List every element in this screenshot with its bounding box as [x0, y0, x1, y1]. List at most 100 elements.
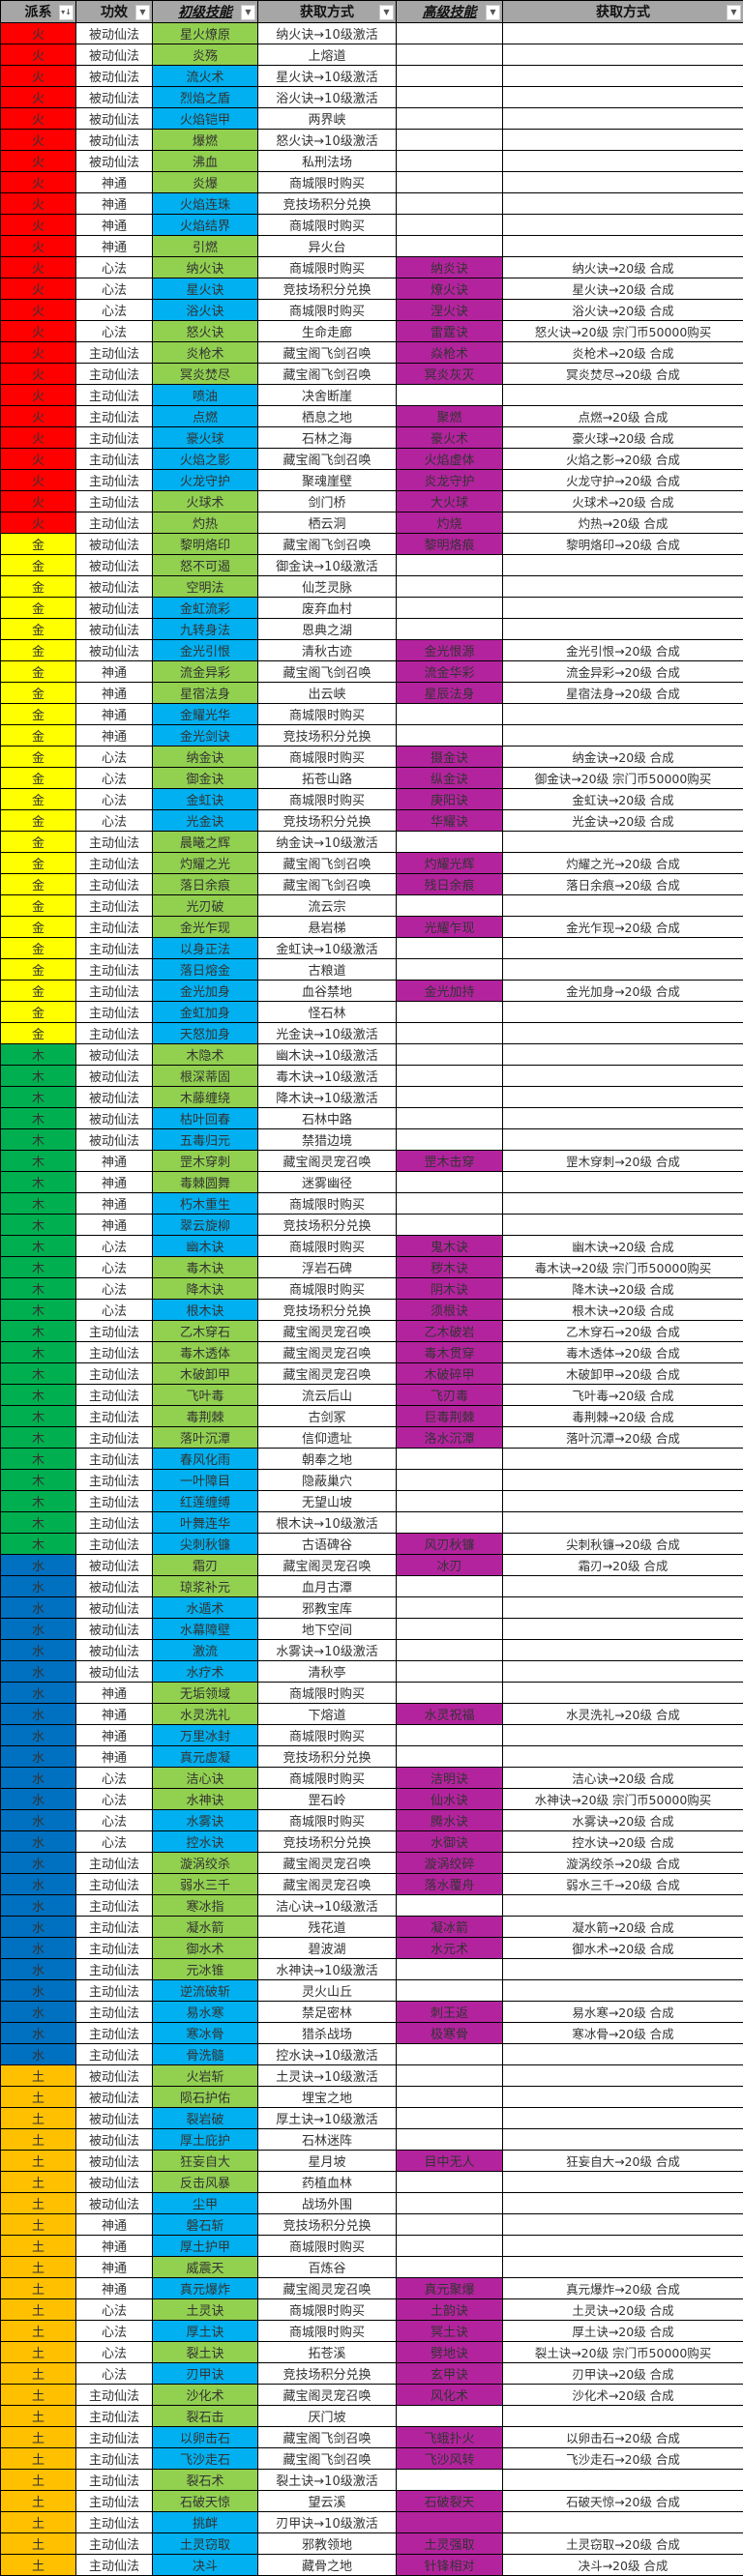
basic-skill-cell[interactable]: 星火燎原	[152, 22, 258, 44]
basic-skill-cell[interactable]: 根木诀	[152, 1299, 258, 1321]
source-cell[interactable]: 商城限时购买	[257, 2235, 397, 2257]
dropdown-arrow-icon[interactable]: ▼	[135, 5, 150, 20]
source-cell[interactable]: 异火台	[257, 235, 397, 257]
faction-cell[interactable]: 金	[0, 618, 76, 640]
effect-cell[interactable]: 被动仙法	[75, 129, 153, 151]
basic-skill-cell[interactable]: 水神诀	[152, 1788, 258, 1810]
source-cell[interactable]: 藏宝阁灵宠召唤	[257, 1873, 397, 1895]
source-cell[interactable]: 裂土诀→10级激活	[257, 2469, 397, 2491]
faction-cell[interactable]: 水	[0, 1767, 76, 1789]
advanced-source-cell[interactable]	[502, 2405, 743, 2427]
basic-skill-cell[interactable]: 降木诀	[152, 1277, 258, 1300]
source-cell[interactable]: 朝奉之地	[257, 1448, 397, 1470]
advanced-source-cell[interactable]: 水灵洗礼→20级 合成	[502, 1703, 743, 1725]
advanced-source-cell[interactable]	[502, 150, 743, 172]
effect-cell[interactable]: 神通	[75, 2213, 153, 2236]
dropdown-arrow-icon[interactable]: ▼	[241, 5, 255, 20]
faction-cell[interactable]: 金	[0, 916, 76, 938]
effect-cell[interactable]: 被动仙法	[75, 2086, 153, 2108]
faction-cell[interactable]: 木	[0, 1362, 76, 1385]
advanced-source-cell[interactable]	[502, 192, 743, 215]
faction-cell[interactable]: 木	[0, 1511, 76, 1534]
faction-cell[interactable]: 水	[0, 1745, 76, 1768]
dropdown-arrow-icon[interactable]: ▼	[727, 5, 741, 20]
effect-cell[interactable]: 主动仙法	[75, 1852, 153, 1874]
effect-cell[interactable]: 主动仙法	[75, 2447, 153, 2470]
source-cell[interactable]: 猎杀战场	[257, 2022, 397, 2044]
effect-cell[interactable]: 被动仙法	[75, 86, 153, 108]
faction-cell[interactable]: 金	[0, 660, 76, 683]
basic-skill-cell[interactable]: 枯叶回春	[152, 1107, 258, 1129]
basic-skill-cell[interactable]: 纳金诀	[152, 746, 258, 768]
basic-skill-cell[interactable]: 凝水箭	[152, 1916, 258, 1938]
advanced-source-cell[interactable]: 幽木诀→20级 合成	[502, 1235, 743, 1257]
advanced-skill-cell[interactable]	[396, 2128, 503, 2151]
effect-cell[interactable]: 主动仙法	[75, 937, 153, 959]
basic-skill-cell[interactable]: 根深蒂固	[152, 1065, 258, 1087]
advanced-skill-cell[interactable]	[396, 2192, 503, 2214]
effect-cell[interactable]: 被动仙法	[75, 2150, 153, 2172]
advanced-skill-cell[interactable]: 罡木击穿	[396, 1150, 503, 1172]
faction-cell[interactable]: 水	[0, 1788, 76, 1810]
basic-skill-cell[interactable]: 易水寒	[152, 2001, 258, 2023]
effect-cell[interactable]: 被动仙法	[75, 2064, 153, 2087]
basic-skill-cell[interactable]: 控水诀	[152, 1830, 258, 1853]
source-cell[interactable]: 商城限时购买	[257, 1235, 397, 1257]
advanced-source-cell[interactable]: 金虹诀→20级 合成	[502, 788, 743, 810]
source-cell[interactable]: 古剑冢	[257, 1405, 397, 1427]
advanced-skill-cell[interactable]	[396, 1596, 503, 1619]
faction-cell[interactable]: 火	[0, 86, 76, 108]
advanced-source-cell[interactable]	[502, 44, 743, 66]
effect-cell[interactable]: 主动仙法	[75, 1979, 153, 2002]
source-cell[interactable]: 藏宝阁灵宠召唤	[257, 2384, 397, 2406]
advanced-source-cell[interactable]: 火球术→20级 合成	[502, 490, 743, 512]
advanced-skill-cell[interactable]: 金光加持	[396, 980, 503, 1002]
effect-cell[interactable]: 被动仙法	[75, 2171, 153, 2193]
advanced-skill-cell[interactable]	[396, 2469, 503, 2491]
source-cell[interactable]: 怒火诀→10级激活	[257, 129, 397, 151]
advanced-skill-cell[interactable]: 刺王返	[396, 2001, 503, 2023]
basic-skill-cell[interactable]: 水灵洗礼	[152, 1703, 258, 1725]
basic-skill-cell[interactable]: 叶舞连华	[152, 1511, 258, 1534]
faction-cell[interactable]: 木	[0, 1533, 76, 1555]
advanced-source-cell[interactable]: 炎枪术→20级 合成	[502, 341, 743, 364]
faction-cell[interactable]: 火	[0, 129, 76, 151]
advanced-source-cell[interactable]	[502, 2235, 743, 2257]
effect-cell[interactable]: 主动仙法	[75, 405, 153, 427]
basic-skill-cell[interactable]: 以卵击石	[152, 2426, 258, 2448]
advanced-source-cell[interactable]: 飞沙走石→20级 合成	[502, 2447, 743, 2470]
advanced-source-cell[interactable]	[502, 575, 743, 598]
basic-skill-cell[interactable]: 怒不可遏	[152, 554, 258, 576]
effect-cell[interactable]: 主动仙法	[75, 512, 153, 534]
faction-cell[interactable]: 金	[0, 831, 76, 853]
advanced-skill-cell[interactable]	[396, 22, 503, 44]
advanced-source-cell[interactable]	[502, 1979, 743, 2002]
source-cell[interactable]: 厚土诀→10级激活	[257, 2107, 397, 2129]
advanced-source-cell[interactable]	[502, 1511, 743, 1534]
advanced-source-cell[interactable]	[502, 831, 743, 853]
advanced-source-cell[interactable]: 土灵窃取→20级 合成	[502, 2532, 743, 2555]
faction-cell[interactable]: 金	[0, 980, 76, 1002]
source-cell[interactable]: 邪教领地	[257, 2532, 397, 2555]
effect-cell[interactable]: 主动仙法	[75, 1533, 153, 1555]
faction-cell[interactable]: 金	[0, 852, 76, 874]
source-cell[interactable]: 藏宝阁灵宠召唤	[257, 1320, 397, 1342]
basic-skill-cell[interactable]: 真元虚凝	[152, 1745, 258, 1768]
effect-cell[interactable]: 被动仙法	[75, 1043, 153, 1066]
advanced-source-cell[interactable]	[502, 894, 743, 917]
effect-cell[interactable]: 被动仙法	[75, 597, 153, 619]
advanced-skill-cell[interactable]	[396, 192, 503, 215]
advanced-source-cell[interactable]: 浴火诀→20级 合成	[502, 299, 743, 321]
basic-skill-cell[interactable]: 爆燃	[152, 129, 258, 151]
faction-cell[interactable]: 水	[0, 1852, 76, 1874]
faction-cell[interactable]: 水	[0, 1682, 76, 1704]
advanced-skill-cell[interactable]: 纵金诀	[396, 767, 503, 789]
effect-cell[interactable]: 主动仙法	[75, 448, 153, 470]
basic-skill-cell[interactable]: 寒冰指	[152, 1894, 258, 1917]
faction-cell[interactable]: 火	[0, 448, 76, 470]
effect-cell[interactable]: 神通	[75, 1745, 153, 1768]
advanced-skill-cell[interactable]: 土灵强取	[396, 2532, 503, 2555]
basic-skill-cell[interactable]: 土灵窃取	[152, 2532, 258, 2555]
advanced-skill-cell[interactable]: 极寒骨	[396, 2022, 503, 2044]
basic-skill-cell[interactable]: 星宿法身	[152, 682, 258, 704]
